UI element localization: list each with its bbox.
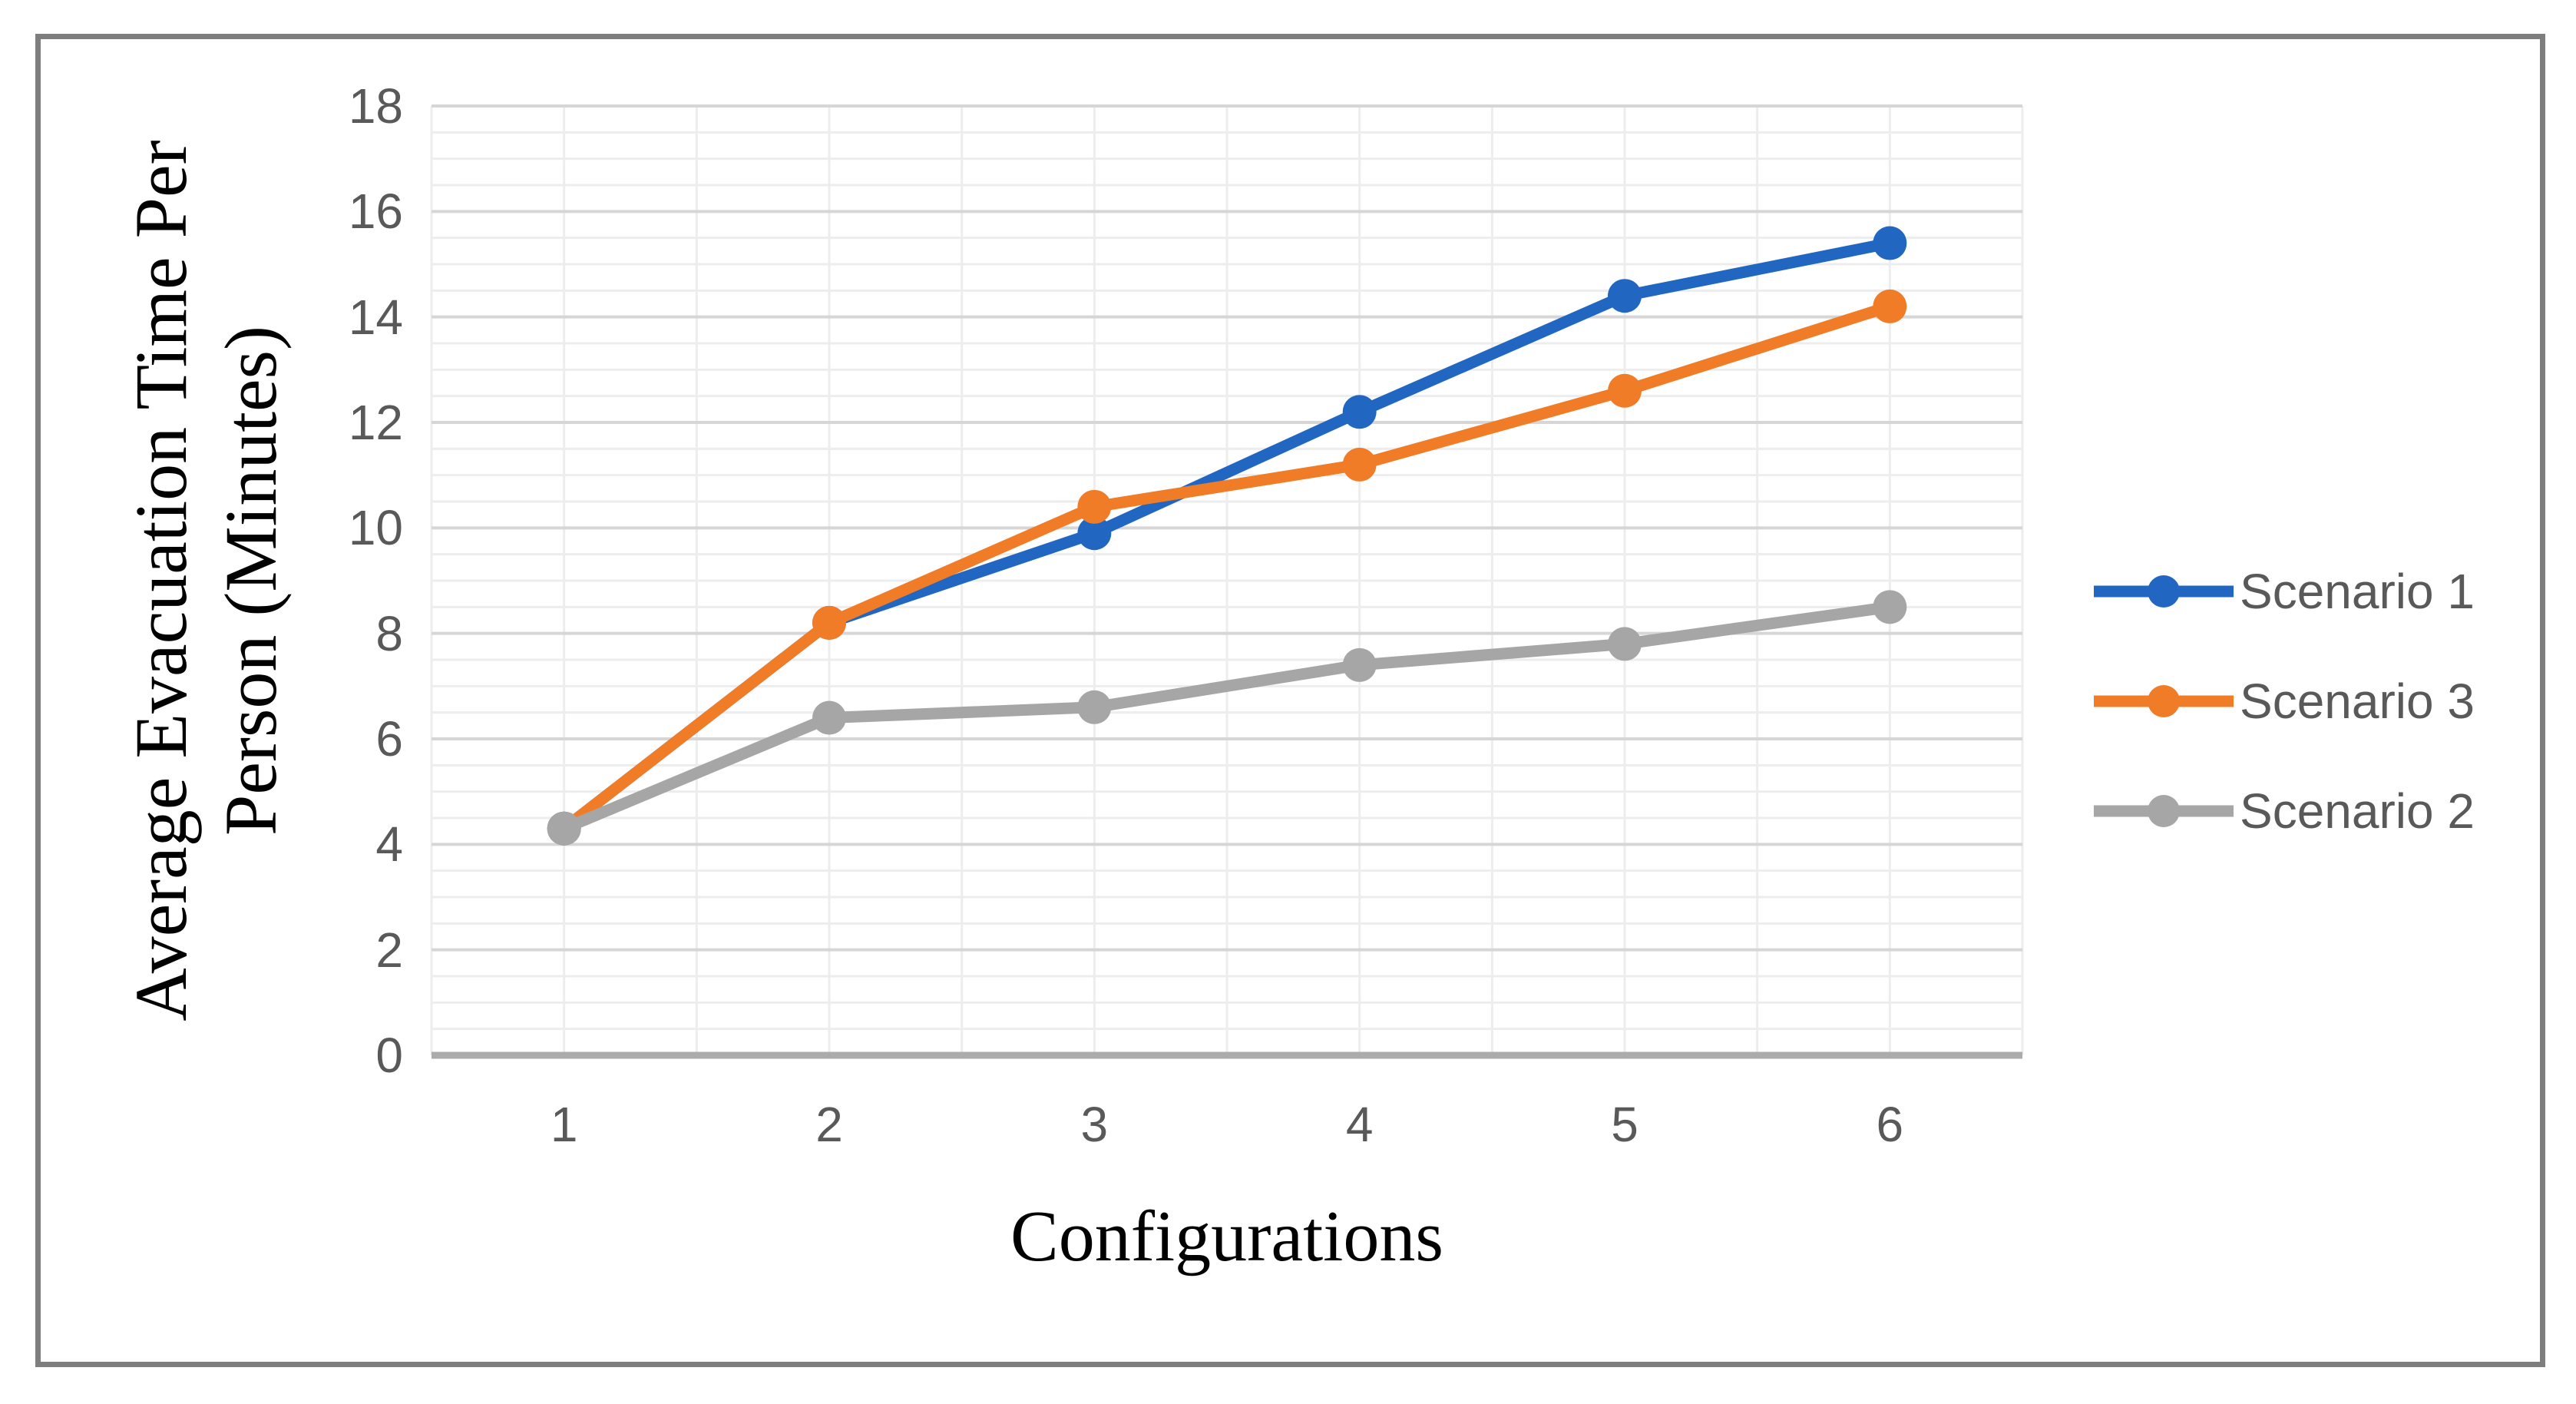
y-axis-title-line2: Person (Minutes) — [210, 326, 292, 836]
horizontal-minor-gridlines — [432, 131, 2022, 1031]
data-point-scenario-2-x4 — [1342, 647, 1377, 682]
legend-label-scenario-2: Scenario 2 — [2240, 783, 2475, 839]
y-tick-label-16: 16 — [348, 184, 403, 240]
y-tick-label-10: 10 — [348, 500, 403, 556]
series-line-scenario-2 — [561, 601, 1891, 834]
horizontal-major-gridlines — [432, 104, 2022, 952]
data-point-scenario-1-x6 — [1873, 226, 1907, 260]
x-tick-label-1: 1 — [550, 1097, 578, 1152]
legend-label-scenario-3: Scenario 3 — [2240, 674, 2475, 729]
series-scenario-3 — [547, 289, 1907, 846]
legend-marker-scenario-1 — [2094, 575, 2234, 608]
legend-item-scenario-3: Scenario 3 — [2091, 667, 2475, 736]
legend-marker-scenario-2 — [2094, 795, 2234, 827]
y-axis-title: Average Evacuation Time Per Person (Minu… — [116, 140, 296, 1021]
legend-label-scenario-1: Scenario 1 — [2240, 564, 2475, 619]
x-tick-label-3: 3 — [1080, 1097, 1109, 1152]
x-tick-label-4: 4 — [1345, 1097, 1374, 1152]
legend-item-scenario-2: Scenario 2 — [2091, 777, 2475, 846]
y-tick-label-8: 8 — [375, 605, 403, 661]
data-point-scenario-3-x4 — [1342, 447, 1377, 482]
y-tick-label-14: 14 — [348, 289, 403, 345]
data-point-scenario-2-x5 — [1608, 627, 1642, 661]
y-tick-label-4: 4 — [375, 816, 403, 873]
data-point-scenario-1-x3 — [1077, 516, 1112, 551]
y-tick-label-18: 18 — [348, 78, 403, 134]
legend-dot-scenario-3 — [2148, 685, 2180, 717]
data-point-scenario-2-x2 — [812, 700, 846, 735]
data-point-scenario-3-x5 — [1608, 373, 1642, 408]
legend-item-scenario-1: Scenario 1 — [2091, 557, 2475, 626]
data-point-scenario-1-x5 — [1608, 279, 1642, 313]
y-tick-label-2: 2 — [375, 922, 403, 978]
data-point-scenario-3-x2 — [812, 605, 846, 640]
series-line-scenario-3 — [561, 300, 1892, 833]
x-axis-title: Configurations — [1010, 1197, 1443, 1277]
data-point-scenario-3-x3 — [1077, 489, 1112, 524]
legend-dot-scenario-1 — [2148, 575, 2180, 608]
legend-marker-scenario-3 — [2094, 685, 2234, 717]
data-point-scenario-2-x1 — [547, 811, 581, 846]
x-tick-label-5: 5 — [1611, 1097, 1639, 1152]
data-point-scenario-3-x6 — [1873, 289, 1907, 323]
y-tick-label-6: 6 — [375, 711, 403, 767]
y-axis-title-line1: Average Evacuation Time Per — [119, 140, 202, 1022]
series-scenario-2 — [547, 590, 1907, 846]
data-point-scenario-1-x4 — [1342, 395, 1377, 429]
x-tick-label-2: 2 — [815, 1097, 843, 1152]
data-point-scenario-2-x6 — [1873, 590, 1907, 624]
data-point-scenario-2-x3 — [1077, 690, 1112, 724]
y-tick-label-12: 12 — [348, 395, 403, 450]
legend-dot-scenario-2 — [2148, 795, 2180, 827]
x-tick-label-6: 6 — [1876, 1097, 1904, 1152]
y-tick-label-0: 0 — [375, 1028, 403, 1083]
